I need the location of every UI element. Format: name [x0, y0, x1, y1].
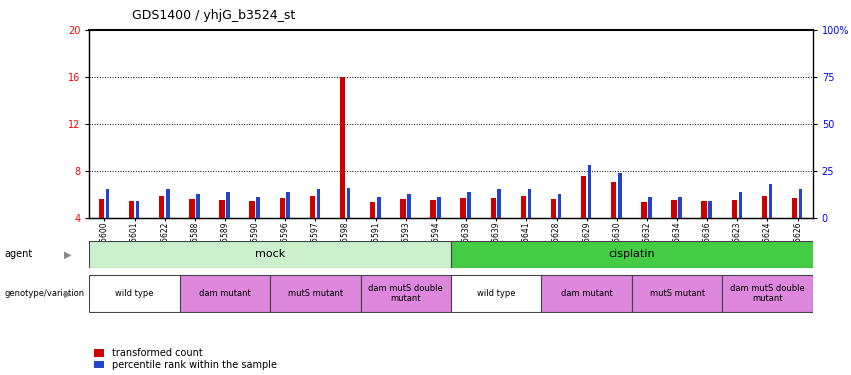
- Text: GDS1400 / yhjG_b3524_st: GDS1400 / yhjG_b3524_st: [132, 9, 295, 22]
- Bar: [792, 198, 797, 217]
- Bar: [588, 165, 591, 218]
- Bar: [340, 77, 346, 218]
- Bar: [437, 197, 441, 217]
- Bar: [498, 189, 501, 217]
- Bar: [722, 274, 813, 312]
- Bar: [671, 200, 677, 217]
- Legend: transformed count, percentile rank within the sample: transformed count, percentile rank withi…: [94, 348, 277, 370]
- Bar: [370, 202, 375, 217]
- Bar: [490, 198, 496, 217]
- Bar: [196, 194, 200, 217]
- Bar: [407, 194, 411, 217]
- Bar: [310, 196, 315, 217]
- Bar: [557, 194, 562, 217]
- Bar: [99, 199, 104, 217]
- Bar: [129, 201, 134, 217]
- Bar: [521, 196, 526, 217]
- Bar: [631, 274, 722, 312]
- Text: cisplatin: cisplatin: [608, 249, 655, 259]
- Bar: [460, 198, 465, 217]
- Bar: [400, 199, 406, 217]
- Text: mutS mutant: mutS mutant: [288, 289, 343, 298]
- Bar: [768, 184, 773, 218]
- Bar: [528, 189, 531, 217]
- Bar: [361, 274, 451, 312]
- Bar: [611, 182, 616, 218]
- Bar: [708, 201, 712, 217]
- Bar: [732, 200, 737, 217]
- Bar: [799, 189, 802, 217]
- Bar: [648, 197, 652, 217]
- Bar: [739, 192, 742, 217]
- Bar: [136, 201, 140, 217]
- Text: ▶: ▶: [64, 249, 71, 259]
- Bar: [541, 274, 631, 312]
- Text: agent: agent: [4, 249, 32, 259]
- Bar: [377, 197, 380, 217]
- Text: dam mutS double
mutant: dam mutS double mutant: [730, 284, 805, 303]
- Bar: [89, 274, 180, 312]
- Text: dam mutant: dam mutant: [199, 289, 251, 298]
- Bar: [256, 197, 260, 217]
- Bar: [618, 173, 621, 217]
- Bar: [287, 192, 290, 217]
- Bar: [451, 241, 813, 268]
- Bar: [451, 274, 541, 312]
- Bar: [180, 274, 270, 312]
- Bar: [106, 189, 109, 217]
- Bar: [159, 196, 164, 217]
- Bar: [431, 200, 436, 217]
- Bar: [581, 177, 586, 218]
- Bar: [189, 199, 195, 217]
- Bar: [467, 192, 471, 217]
- Bar: [89, 241, 451, 268]
- Bar: [641, 202, 647, 217]
- Bar: [226, 192, 230, 217]
- Bar: [279, 198, 285, 217]
- Text: genotype/variation: genotype/variation: [4, 289, 84, 298]
- Bar: [166, 189, 169, 217]
- Text: mutS mutant: mutS mutant: [649, 289, 705, 298]
- Text: wild type: wild type: [116, 289, 154, 298]
- Bar: [678, 197, 682, 217]
- Text: wild type: wild type: [477, 289, 516, 298]
- Bar: [317, 189, 320, 217]
- Text: dam mutS double
mutant: dam mutS double mutant: [368, 284, 443, 303]
- Bar: [249, 201, 254, 217]
- Bar: [551, 199, 557, 217]
- Text: dam mutant: dam mutant: [561, 289, 613, 298]
- Bar: [346, 188, 351, 218]
- Bar: [220, 200, 225, 217]
- Text: mock: mock: [255, 249, 285, 259]
- Bar: [701, 201, 707, 217]
- Bar: [270, 274, 361, 312]
- Bar: [762, 196, 768, 217]
- Text: ▶: ▶: [64, 288, 71, 298]
